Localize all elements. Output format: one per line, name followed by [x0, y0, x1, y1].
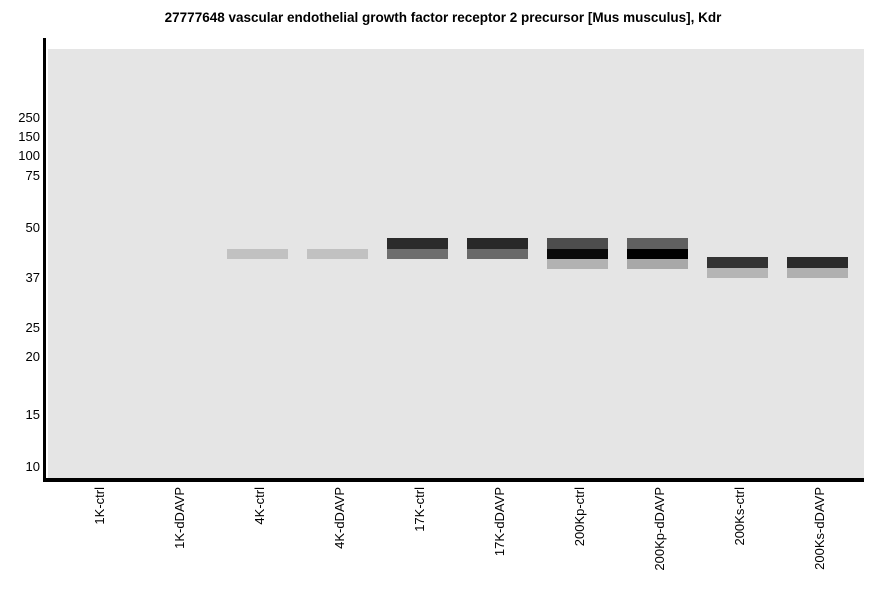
- lane-label-200Kp-ctrl: 200Kp-ctrl: [572, 487, 587, 547]
- y-tick-label-150kda: 150: [18, 129, 40, 144]
- chart-title: 27777648 vascular endothelial growth fac…: [164, 10, 722, 25]
- gel-band-4K-ctrl-seg1: [227, 249, 288, 259]
- lane-label-17K-dDAVP: 17K-dDAVP: [492, 487, 507, 557]
- gel-band-200Ks-ctrl-seg1: [707, 257, 768, 268]
- gel-band-200Kp-ctrl-seg1: [547, 238, 608, 249]
- y-tick-label-50kda: 50: [25, 220, 40, 235]
- x-axis-line: [43, 478, 864, 482]
- y-tick-label-250kda: 250: [18, 110, 40, 125]
- lane-label-4K-dDAVP: 4K-dDAVP: [332, 487, 347, 549]
- y-tick-label-20kda: 20: [25, 349, 40, 364]
- gel-band-200Kp-dDAVP-seg2: [627, 249, 688, 259]
- lane-label-1K-ctrl: 1K-ctrl: [92, 487, 107, 525]
- gel-band-200Ks-dDAVP-seg1: [787, 257, 848, 268]
- lane-label-200Ks-dDAVP: 200Ks-dDAVP: [812, 487, 827, 570]
- gel-band-17K-dDAVP-seg1: [467, 238, 528, 249]
- gel-band-200Kp-dDAVP-seg3: [627, 259, 688, 269]
- y-tick-label-25kda: 25: [25, 320, 40, 335]
- y-tick-label-15kda: 15: [25, 407, 40, 422]
- y-axis-line: [43, 38, 46, 482]
- lane-label-200Ks-ctrl: 200Ks-ctrl: [732, 487, 747, 546]
- y-tick-label-75kda: 75: [25, 168, 40, 183]
- lane-label-200Kp-dDAVP: 200Kp-dDAVP: [652, 487, 667, 571]
- gel-band-17K-ctrl-seg2: [387, 249, 448, 259]
- lane-label-1K-dDAVP: 1K-dDAVP: [172, 487, 187, 549]
- lane-label-4K-ctrl: 4K-ctrl: [252, 487, 267, 525]
- gel-band-200Kp-dDAVP-seg1: [627, 238, 688, 249]
- gel-band-17K-dDAVP-seg2: [467, 249, 528, 259]
- lane-label-17K-ctrl: 17K-ctrl: [412, 487, 427, 532]
- y-tick-label-37kda: 37: [25, 270, 40, 285]
- gel-band-17K-ctrl-seg1: [387, 238, 448, 249]
- gel-band-200Kp-ctrl-seg3: [547, 259, 608, 269]
- gel-band-4K-dDAVP-seg1: [307, 249, 368, 259]
- y-tick-label-100kda: 100: [18, 148, 40, 163]
- gel-band-200Kp-ctrl-seg2: [547, 249, 608, 259]
- gel-band-200Ks-dDAVP-seg2: [787, 268, 848, 278]
- gel-band-200Ks-ctrl-seg2: [707, 268, 768, 278]
- y-tick-label-10kda: 10: [25, 459, 40, 474]
